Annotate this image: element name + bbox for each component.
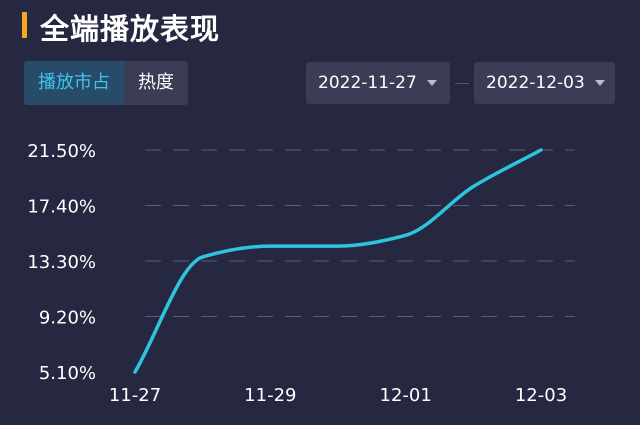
y-tick-label: 13.30%	[27, 252, 96, 273]
x-tick-label: 12-01	[380, 385, 432, 406]
tab-play-share[interactable]: 播放市占	[24, 61, 124, 105]
title-accent-bar	[22, 12, 27, 38]
page-title: 全端播放表现	[40, 12, 221, 46]
x-axis-ticks: 11-27 11-29 12-01 12-03	[109, 385, 567, 406]
caret-down-icon	[426, 80, 437, 86]
y-axis-ticks: 5.10% 9.20% 13.30% 17.40% 21.50%	[27, 141, 96, 384]
start-date-value: 2022-11-27	[318, 73, 417, 93]
start-date-select[interactable]: 2022-11-27	[306, 62, 450, 104]
y-tick-label: 5.10%	[39, 363, 96, 384]
x-tick-label: 12-03	[515, 385, 567, 406]
y-tick-label: 21.50%	[27, 141, 96, 162]
series-line	[133, 148, 543, 374]
end-date-select[interactable]: 2022-12-03	[474, 62, 615, 104]
y-tick-label: 17.40%	[27, 197, 96, 218]
series-layer	[133, 148, 543, 374]
end-date-value: 2022-12-03	[486, 73, 585, 93]
y-tick-label: 9.20%	[39, 308, 96, 329]
grid-lines	[145, 149, 575, 317]
date-range-separator	[455, 83, 469, 84]
tab-heat[interactable]: 热度	[138, 72, 174, 93]
metric-tabs: 播放市占 热度	[24, 61, 188, 105]
x-tick-label: 11-27	[109, 385, 161, 406]
x-tick-label: 11-29	[244, 385, 296, 406]
caret-down-icon	[594, 80, 605, 86]
